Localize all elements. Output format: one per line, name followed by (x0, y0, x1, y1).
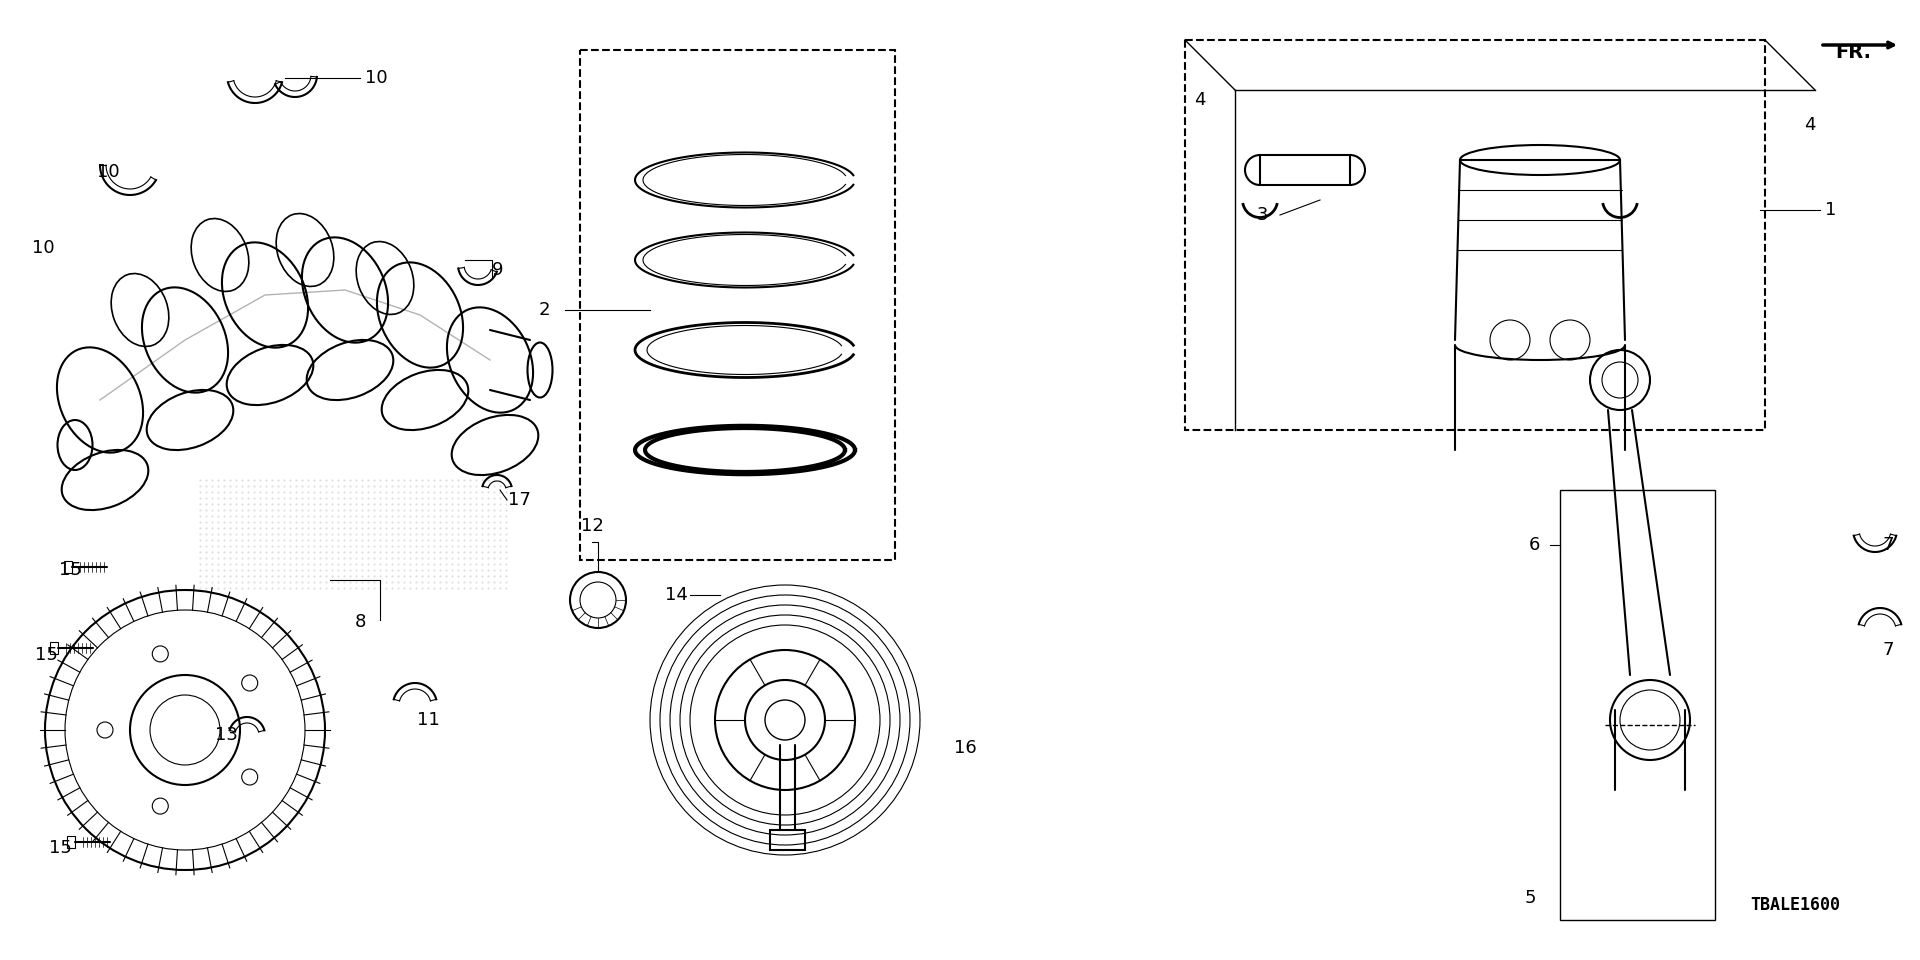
Text: 8: 8 (355, 613, 365, 631)
Text: 14: 14 (664, 586, 687, 604)
Bar (1260, 155, 1350, 185)
Text: 2: 2 (538, 301, 549, 319)
Text: 16: 16 (954, 739, 977, 757)
Text: 7: 7 (1882, 641, 1893, 659)
Text: 6: 6 (1528, 536, 1540, 554)
Text: 15: 15 (60, 561, 83, 579)
Text: 3: 3 (1256, 206, 1267, 224)
Text: 9: 9 (492, 261, 503, 279)
Bar (63, 561, 73, 573)
Text: 4: 4 (1805, 116, 1816, 134)
Text: 5: 5 (1524, 889, 1536, 907)
Text: 10: 10 (33, 239, 56, 257)
Text: TBALE1600: TBALE1600 (1749, 896, 1839, 914)
Text: 10: 10 (365, 69, 388, 87)
Bar (67, 836, 75, 848)
Text: 10: 10 (98, 163, 119, 181)
Text: 15: 15 (35, 646, 58, 664)
Text: 15: 15 (50, 839, 73, 857)
Bar (1185, 40, 1764, 430)
Text: 1: 1 (1826, 201, 1836, 219)
Text: 17: 17 (509, 491, 530, 509)
Text: 4: 4 (1194, 91, 1206, 109)
Text: FR.: FR. (1836, 43, 1870, 62)
Bar (1559, 490, 1715, 920)
Bar (50, 642, 58, 654)
Bar (770, 830, 804, 850)
Text: 7: 7 (1882, 536, 1893, 554)
Text: 12: 12 (580, 517, 603, 535)
Text: 13: 13 (215, 726, 238, 744)
Text: 11: 11 (417, 711, 440, 729)
Bar (580, 50, 895, 560)
